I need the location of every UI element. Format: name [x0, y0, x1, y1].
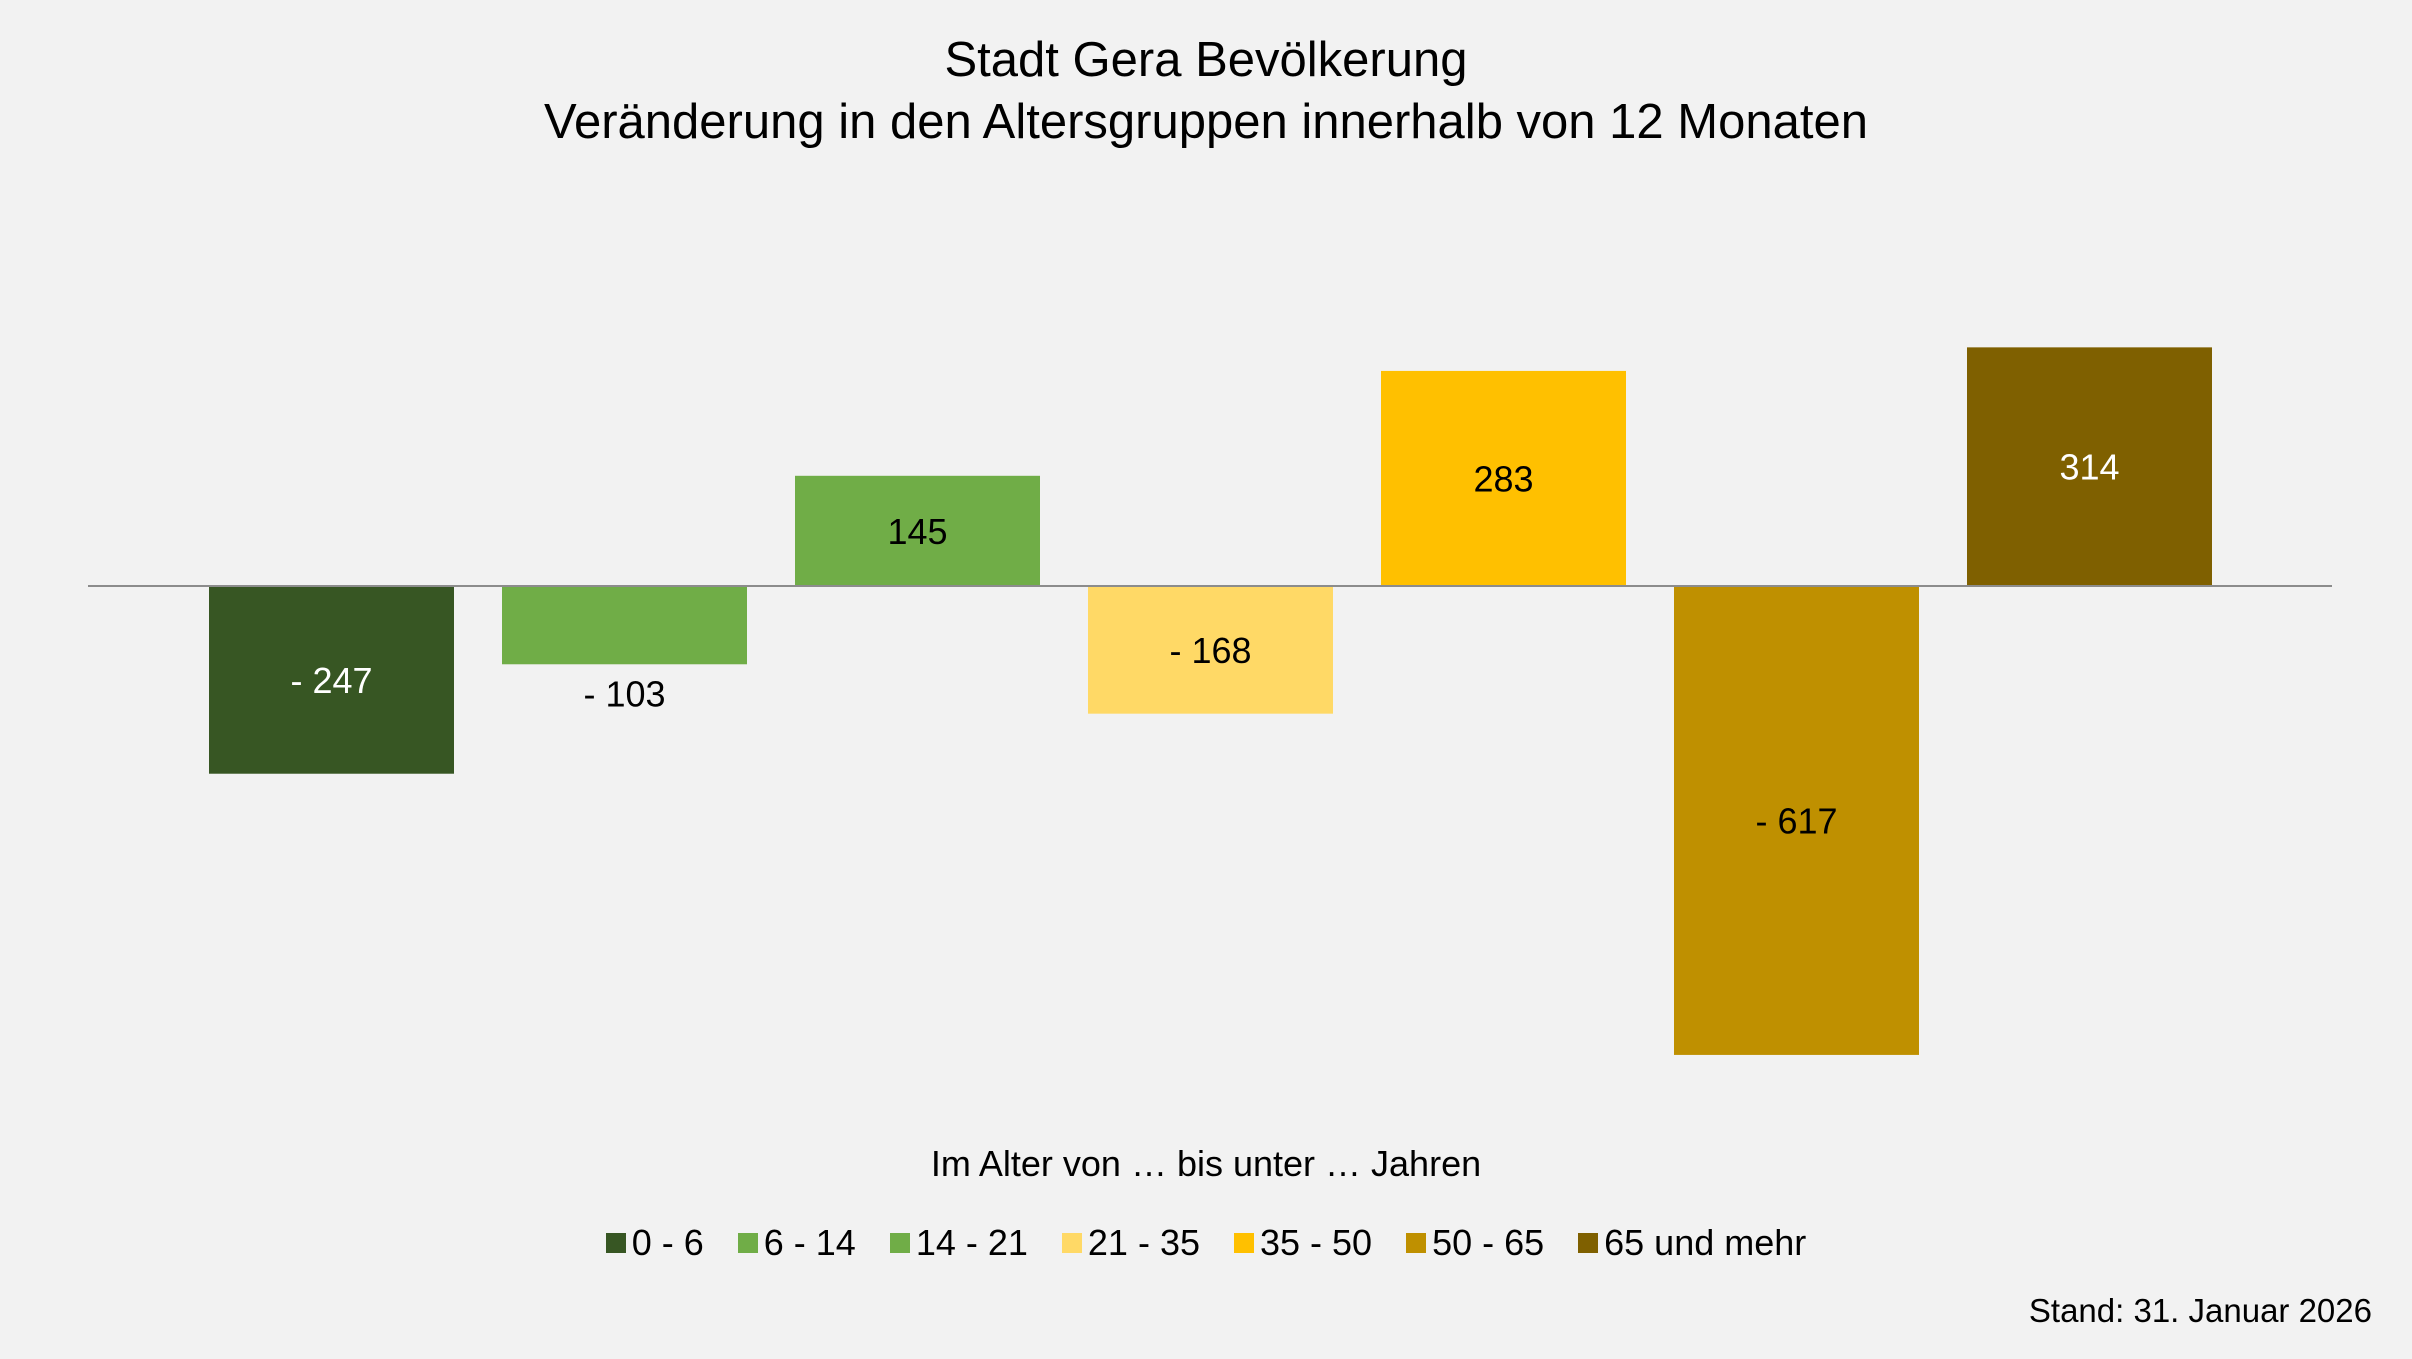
legend-label: 50 - 65	[1432, 1222, 1545, 1263]
legend-swatch	[1233, 1233, 1254, 1253]
data-label: - 617	[1755, 800, 1837, 841]
data-label: - 168	[1169, 630, 1251, 671]
chart-title: Stadt Gera Bevölkerung	[944, 33, 1468, 87]
bar-65undmehr	[1967, 347, 2212, 586]
legend-label: 65 und mehr	[1604, 1222, 1807, 1263]
data-label: 283	[1473, 458, 1533, 499]
legend-item: 50 - 65	[1406, 1222, 1544, 1264]
bar-14-21	[795, 475, 1040, 586]
bar-50-65	[1674, 586, 1919, 1055]
legend-item: 65 und mehr	[1578, 1222, 1806, 1264]
x-axis-title: Im Alter von … bis unter … Jahren	[930, 1143, 1482, 1184]
bar-21-35	[1088, 586, 1333, 714]
legend-item: 35 - 50	[1233, 1222, 1373, 1264]
bar-35-50	[1381, 370, 1626, 586]
legend-swatch	[737, 1233, 758, 1253]
data-label: - 247	[290, 660, 372, 701]
legend-item: 0 - 6	[605, 1222, 704, 1264]
legend-swatch	[889, 1233, 910, 1253]
legend-item: 14 - 21	[889, 1222, 1028, 1264]
legend-label: 35 - 50	[1259, 1222, 1373, 1263]
legend-label: 6 - 14	[763, 1222, 856, 1263]
legend-swatch	[605, 1233, 626, 1253]
legend-label: 21 - 35	[1087, 1222, 1200, 1263]
legend-label: 0 - 6	[631, 1222, 704, 1263]
legend-label: 14 - 21	[915, 1222, 1028, 1263]
legend-swatch	[1578, 1233, 1599, 1253]
bar-6-14	[502, 586, 747, 665]
footnote: Stand: 31. Januar 2026	[2028, 1292, 2372, 1329]
chart-subtitle: Veränderung in den Altersgruppen innerha…	[544, 95, 1868, 149]
data-label: 314	[2059, 447, 2119, 488]
bar-0-6	[209, 586, 454, 774]
data-label: - 103	[583, 673, 665, 714]
data-label: 145	[887, 511, 947, 552]
legend-item: 21 - 35	[1061, 1222, 1200, 1264]
legend-swatch	[1061, 1233, 1082, 1253]
legend-item: 6 - 14	[737, 1222, 856, 1264]
legend: 0 - 6 6 - 14 14 - 21 21 - 35 35 - 50 50 - 65 6…	[0, 1222, 2412, 1264]
legend-swatch	[1406, 1233, 1427, 1253]
